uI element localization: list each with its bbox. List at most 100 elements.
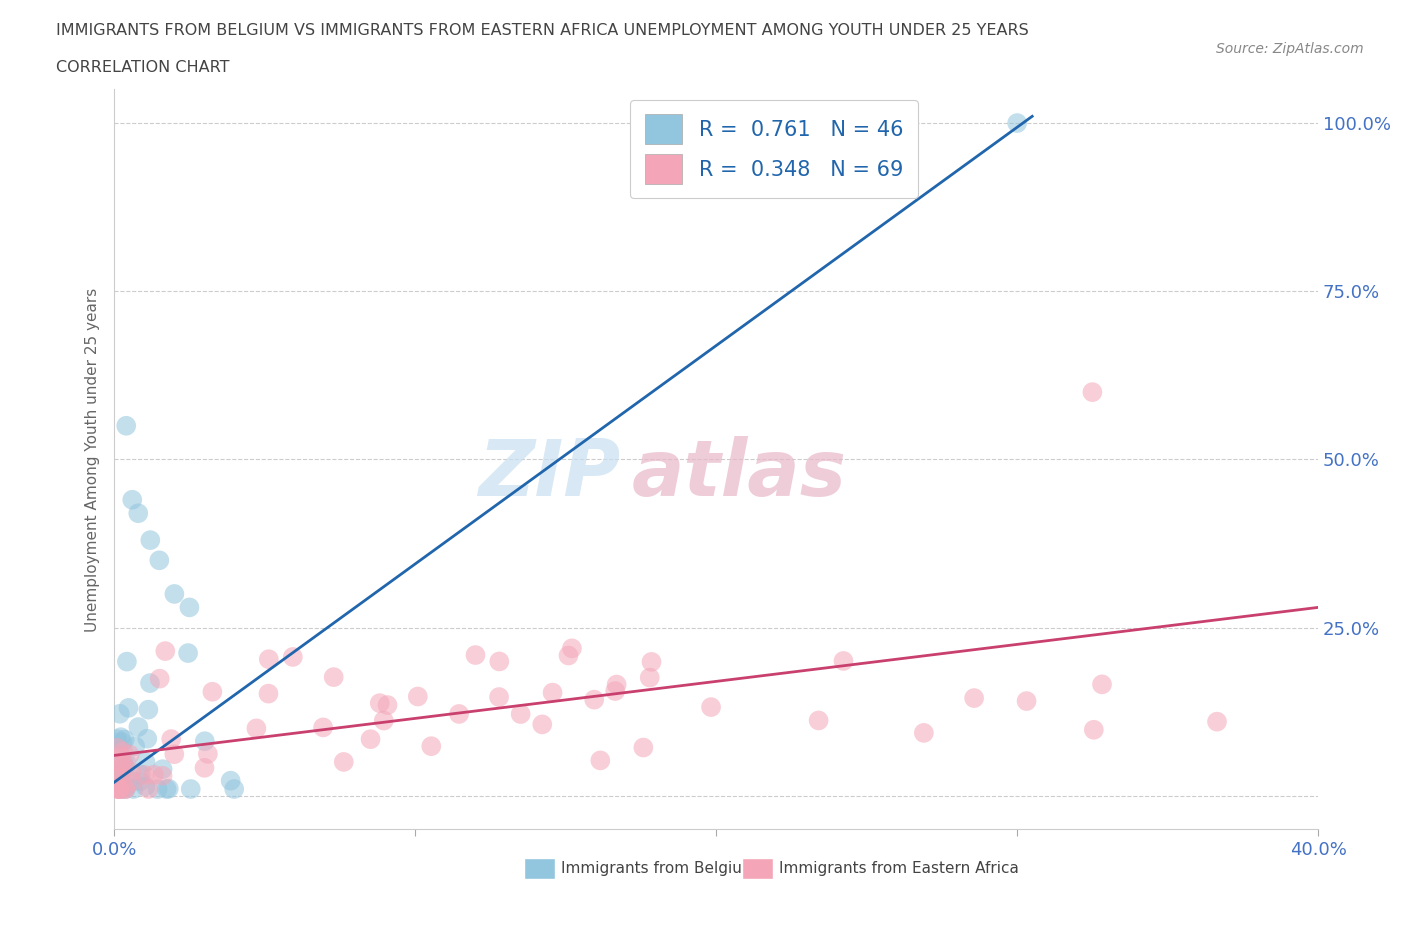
- Point: [488, 690, 510, 705]
- Point: [105, 763, 128, 777]
- Point: [111, 757, 134, 772]
- Text: Immigrants from Eastern Africa: Immigrants from Eastern Africa: [779, 861, 1019, 876]
- Point: [114, 781, 136, 796]
- Point: [138, 781, 160, 796]
- Point: [193, 761, 215, 776]
- Point: [149, 671, 172, 686]
- Point: [110, 766, 132, 781]
- Text: CORRELATION CHART: CORRELATION CHART: [56, 60, 229, 75]
- Point: [112, 754, 135, 769]
- Point: [531, 717, 554, 732]
- Point: [179, 600, 201, 615]
- Point: [111, 744, 134, 759]
- Point: [121, 492, 143, 507]
- Point: [638, 671, 661, 685]
- Point: [541, 685, 564, 700]
- Point: [157, 781, 180, 796]
- Point: [360, 732, 382, 747]
- Point: [1091, 677, 1114, 692]
- Point: [136, 731, 159, 746]
- Point: [138, 702, 160, 717]
- Point: [115, 754, 138, 769]
- Point: [180, 781, 202, 796]
- Point: [139, 675, 162, 690]
- Point: [257, 686, 280, 701]
- Point: [1081, 385, 1104, 400]
- Point: [245, 721, 267, 736]
- Point: [110, 730, 132, 745]
- Point: [117, 700, 139, 715]
- Point: [114, 732, 136, 747]
- Point: [105, 762, 128, 777]
- Point: [447, 707, 470, 722]
- Point: [589, 753, 612, 768]
- Point: [148, 552, 170, 567]
- Point: [115, 778, 138, 793]
- Point: [115, 418, 138, 433]
- Point: [377, 698, 399, 712]
- Point: [163, 587, 186, 602]
- Point: [110, 766, 132, 781]
- Text: Source: ZipAtlas.com: Source: ZipAtlas.com: [1216, 42, 1364, 56]
- Point: [155, 644, 177, 658]
- Point: [1206, 714, 1229, 729]
- Point: [332, 754, 354, 769]
- Point: [108, 781, 131, 796]
- Point: [105, 773, 128, 788]
- Point: [107, 781, 129, 796]
- Point: [1005, 115, 1028, 130]
- Point: [257, 652, 280, 667]
- Point: [1083, 723, 1105, 737]
- Point: [557, 648, 579, 663]
- Point: [322, 670, 344, 684]
- Point: [561, 641, 583, 656]
- Point: [110, 749, 132, 764]
- Text: ZIP: ZIP: [478, 436, 620, 512]
- Point: [134, 779, 156, 794]
- Point: [108, 781, 131, 796]
- Point: [163, 747, 186, 762]
- Point: [201, 684, 224, 699]
- Point: [420, 738, 443, 753]
- Point: [640, 655, 662, 670]
- Point: [488, 654, 510, 669]
- Point: [127, 506, 149, 521]
- Point: [111, 735, 134, 750]
- Point: [509, 707, 531, 722]
- Point: [108, 706, 131, 721]
- Point: [129, 767, 152, 782]
- Point: [142, 767, 165, 782]
- Point: [152, 762, 174, 777]
- Text: Immigrants from Belgium: Immigrants from Belgium: [561, 861, 756, 876]
- Point: [152, 768, 174, 783]
- Point: [224, 781, 246, 796]
- Point: [134, 767, 156, 782]
- Point: [134, 755, 156, 770]
- Point: [114, 760, 136, 775]
- Point: [111, 781, 134, 796]
- Point: [114, 781, 136, 796]
- Point: [281, 649, 304, 664]
- Point: [127, 720, 149, 735]
- Point: [118, 747, 141, 762]
- Point: [194, 734, 217, 749]
- Point: [105, 740, 128, 755]
- Point: [197, 747, 219, 762]
- Point: [605, 684, 627, 698]
- Point: [606, 677, 628, 692]
- Point: [122, 781, 145, 796]
- Point: [177, 645, 200, 660]
- Point: [105, 732, 128, 747]
- Point: [114, 781, 136, 796]
- Point: [583, 692, 606, 707]
- Point: [368, 696, 391, 711]
- Point: [156, 781, 179, 796]
- Point: [406, 689, 429, 704]
- Point: [111, 771, 134, 786]
- Point: [464, 647, 486, 662]
- Point: [121, 774, 143, 789]
- Point: [105, 735, 128, 750]
- Text: atlas: atlas: [631, 436, 846, 512]
- Point: [832, 654, 855, 669]
- Point: [115, 654, 138, 669]
